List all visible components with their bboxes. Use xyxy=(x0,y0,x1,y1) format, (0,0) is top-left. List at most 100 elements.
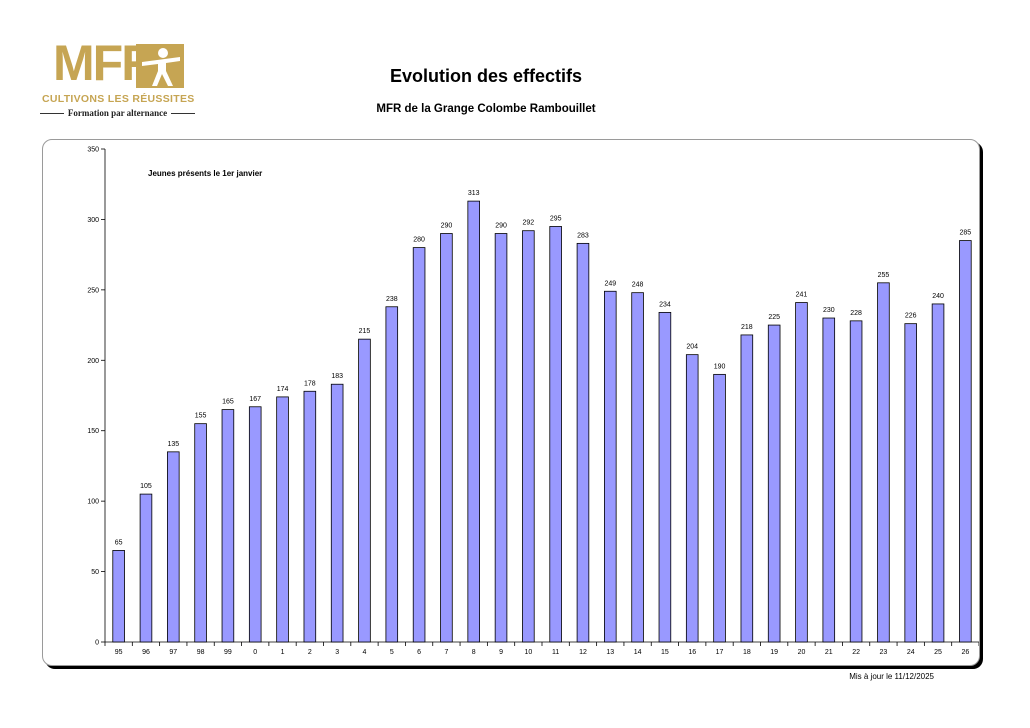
data-label: 228 xyxy=(850,310,862,317)
x-tick-label: 25 xyxy=(934,649,942,656)
chart-annotation: Jeunes présents le 1er janvier xyxy=(148,169,262,178)
data-label: 290 xyxy=(441,223,453,230)
x-tick-label: 6 xyxy=(417,649,421,656)
x-tick-label: 18 xyxy=(743,649,751,656)
x-tick-label: 0 xyxy=(253,649,257,656)
logo-figure-icon xyxy=(136,44,184,88)
bar xyxy=(167,451,180,643)
bar xyxy=(849,320,863,643)
data-label: 295 xyxy=(550,215,562,222)
x-tick-label: 97 xyxy=(169,649,177,656)
mfr-logo: MFR CULTIVONS LES RÉUSSITES Formation pa… xyxy=(40,38,198,120)
y-tick-label: 100 xyxy=(87,499,99,506)
data-label: 218 xyxy=(741,324,753,331)
data-label: 280 xyxy=(413,237,425,244)
data-label: 241 xyxy=(796,292,808,299)
bar xyxy=(877,282,890,643)
bar xyxy=(440,233,453,643)
bar xyxy=(385,306,399,643)
x-tick-label: 14 xyxy=(634,649,642,656)
bar xyxy=(412,247,426,643)
data-label: 290 xyxy=(495,223,507,230)
y-tick-label: 150 xyxy=(87,428,99,435)
bar xyxy=(194,423,207,643)
bar xyxy=(522,230,535,643)
y-tick-label: 250 xyxy=(87,287,99,294)
page-subtitle: MFR de la Grange Colombe Rambouillet xyxy=(376,103,596,115)
y-tick-label: 50 xyxy=(91,569,99,576)
x-tick-label: 10 xyxy=(524,649,532,656)
bar xyxy=(248,406,262,643)
x-tick-label: 95 xyxy=(115,649,123,656)
x-tick-label: 3 xyxy=(335,649,339,656)
x-tick-label: 21 xyxy=(825,649,833,656)
bar xyxy=(276,396,289,643)
update-date: Mis à jour le 11/12/2025 xyxy=(849,672,934,681)
y-tick-label: 350 xyxy=(87,147,99,154)
data-label: 238 xyxy=(386,296,398,303)
x-tick-label: 15 xyxy=(661,649,669,656)
y-tick-label: 300 xyxy=(87,217,99,224)
x-tick-label: 26 xyxy=(961,649,969,656)
bar xyxy=(795,302,808,643)
data-label: 285 xyxy=(960,230,972,237)
y-tick-label: 0 xyxy=(95,640,99,647)
x-tick-label: 19 xyxy=(770,649,778,656)
data-label: 215 xyxy=(359,328,371,335)
bar xyxy=(959,240,972,643)
bar-chart: 0501001502002503003506595105961359715598… xyxy=(87,147,979,656)
bar xyxy=(576,242,590,643)
x-tick-label: 16 xyxy=(688,649,696,656)
bar xyxy=(631,292,644,643)
bar xyxy=(904,323,917,643)
data-label: 178 xyxy=(304,380,316,387)
data-label: 65 xyxy=(115,539,123,546)
x-tick-label: 20 xyxy=(798,649,806,656)
bar xyxy=(549,226,562,643)
x-tick-label: 23 xyxy=(880,649,888,656)
data-label: 230 xyxy=(823,307,835,314)
x-tick-label: 13 xyxy=(606,649,614,656)
bar xyxy=(139,493,153,643)
data-label: 226 xyxy=(905,313,917,320)
bar xyxy=(767,324,781,643)
bar xyxy=(658,311,672,643)
bar xyxy=(822,317,836,643)
bar xyxy=(740,334,754,643)
x-tick-label: 1 xyxy=(281,649,285,656)
x-tick-label: 9 xyxy=(499,649,503,656)
data-label: 249 xyxy=(604,280,616,287)
logo-subtitle: Formation par alternance xyxy=(40,108,196,118)
x-tick-label: 8 xyxy=(472,649,476,656)
x-tick-label: 17 xyxy=(716,649,724,656)
data-label: 283 xyxy=(577,232,589,239)
data-label: 165 xyxy=(222,399,234,406)
x-tick-label: 5 xyxy=(390,649,394,656)
data-label: 225 xyxy=(768,314,780,321)
x-tick-label: 24 xyxy=(907,649,915,656)
data-label: 204 xyxy=(686,344,698,351)
logo-subtitle-text: Formation par alternance xyxy=(67,108,168,118)
logo-tagline: CULTIVONS LES RÉUSSITES xyxy=(42,93,195,105)
data-label: 190 xyxy=(714,363,726,370)
bar xyxy=(685,354,699,643)
bar xyxy=(604,290,617,643)
chart-panel: 0 50 100 150 200 250 300 350 65 95 105 96 135 97 155 98… xyxy=(42,139,980,666)
data-label: 183 xyxy=(331,373,343,380)
y-tick-label: 200 xyxy=(87,358,99,365)
data-label: 105 xyxy=(140,483,152,490)
bar xyxy=(330,383,344,643)
data-label: 292 xyxy=(523,220,535,227)
data-label: 313 xyxy=(468,190,480,197)
x-tick-label: 22 xyxy=(852,649,860,656)
data-label: 248 xyxy=(632,282,644,289)
data-label: 240 xyxy=(932,293,944,300)
data-label: 167 xyxy=(249,396,261,403)
bar xyxy=(931,303,945,643)
bar xyxy=(713,373,726,643)
x-tick-label: 2 xyxy=(308,649,312,656)
page-title: Evolution des effectifs xyxy=(389,66,583,86)
x-tick-label: 96 xyxy=(142,649,150,656)
x-tick-label: 4 xyxy=(363,649,367,656)
bar xyxy=(467,200,480,643)
